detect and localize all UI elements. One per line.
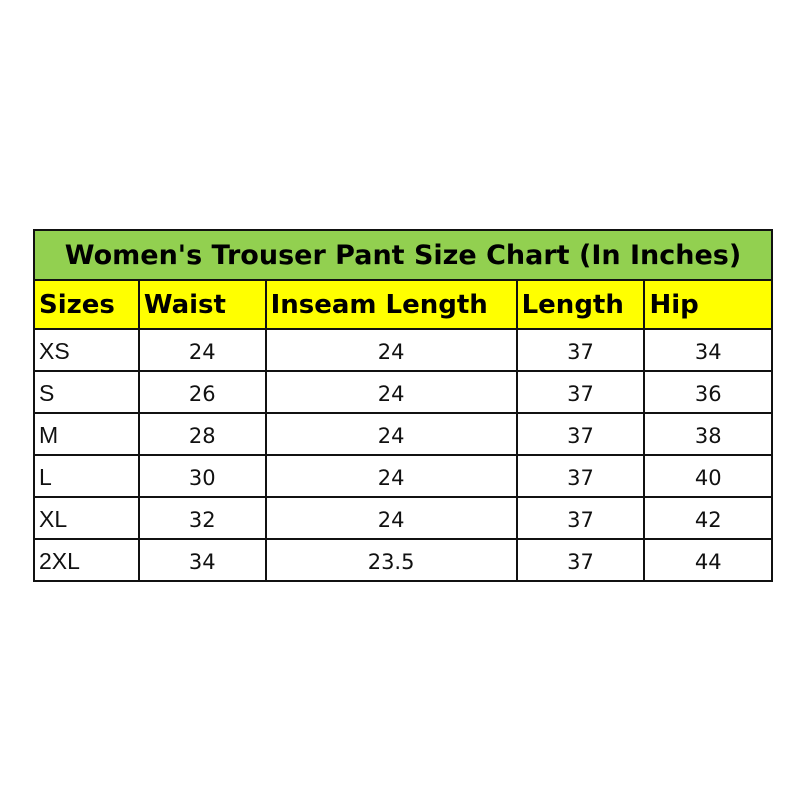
header-hip: Hip bbox=[643, 279, 773, 330]
cell-inseam-length: 23.5 bbox=[264, 538, 518, 582]
cell-hip: 38 bbox=[643, 412, 773, 456]
cell-length: 37 bbox=[515, 538, 646, 582]
table-row: M 28 24 37 38 bbox=[33, 412, 773, 456]
cell-inseam-length: 24 bbox=[264, 370, 518, 414]
cell-waist: 34 bbox=[137, 538, 267, 582]
header-length: Length bbox=[515, 279, 646, 330]
cell-hip: 36 bbox=[643, 370, 773, 414]
cell-length: 37 bbox=[515, 496, 646, 540]
cell-size: S bbox=[33, 370, 140, 414]
cell-waist: 26 bbox=[137, 370, 267, 414]
header-sizes: Sizes bbox=[33, 279, 140, 330]
header-row: Sizes Waist Inseam Length Length Hip bbox=[33, 279, 773, 330]
cell-length: 37 bbox=[515, 454, 646, 498]
cell-hip: 44 bbox=[643, 538, 773, 582]
header-inseam-length: Inseam Length bbox=[264, 279, 518, 330]
cell-hip: 34 bbox=[643, 328, 773, 372]
cell-size: M bbox=[33, 412, 140, 456]
table-row: XS 24 24 37 34 bbox=[33, 328, 773, 372]
cell-waist: 28 bbox=[137, 412, 267, 456]
cell-size: L bbox=[33, 454, 140, 498]
table-row: 2XL 34 23.5 37 44 bbox=[33, 538, 773, 582]
size-chart-table: Women's Trouser Pant Size Chart (In Inch… bbox=[33, 229, 773, 582]
header-waist: Waist bbox=[137, 279, 267, 330]
table-row: S 26 24 37 36 bbox=[33, 370, 773, 414]
cell-inseam-length: 24 bbox=[264, 328, 518, 372]
cell-length: 37 bbox=[515, 370, 646, 414]
cell-hip: 42 bbox=[643, 496, 773, 540]
table-title: Women's Trouser Pant Size Chart (In Inch… bbox=[33, 229, 773, 281]
cell-size: XS bbox=[33, 328, 140, 372]
table-row: XL 32 24 37 42 bbox=[33, 496, 773, 540]
cell-length: 37 bbox=[515, 412, 646, 456]
cell-size: 2XL bbox=[33, 538, 140, 582]
cell-waist: 24 bbox=[137, 328, 267, 372]
cell-hip: 40 bbox=[643, 454, 773, 498]
cell-inseam-length: 24 bbox=[264, 454, 518, 498]
cell-size: XL bbox=[33, 496, 140, 540]
cell-waist: 30 bbox=[137, 454, 267, 498]
cell-length: 37 bbox=[515, 328, 646, 372]
table-row: L 30 24 37 40 bbox=[33, 454, 773, 498]
cell-inseam-length: 24 bbox=[264, 412, 518, 456]
cell-inseam-length: 24 bbox=[264, 496, 518, 540]
cell-waist: 32 bbox=[137, 496, 267, 540]
